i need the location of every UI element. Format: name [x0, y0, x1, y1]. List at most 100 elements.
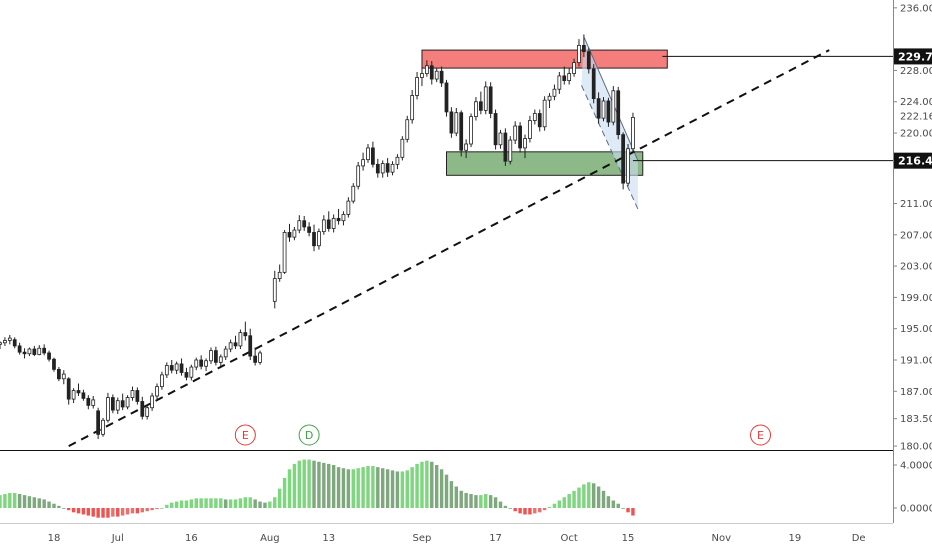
osc-bar-15 [71, 508, 76, 513]
candle-body [415, 77, 419, 96]
candle-21 [101, 417, 105, 437]
price-label-extra: 222.16 [900, 112, 932, 123]
candle-body [292, 229, 297, 238]
candle-67 [336, 208, 341, 225]
candle-body [498, 132, 503, 146]
candle-86 [429, 61, 434, 85]
candle-76 [380, 160, 385, 178]
osc-bar-26 [125, 508, 130, 515]
candle-body [312, 232, 316, 247]
osc-bar-33 [160, 508, 164, 509]
price-tick-label: 207.00 [900, 230, 932, 241]
candle-11 [52, 357, 56, 372]
candle-38 [184, 367, 189, 381]
candle-125 [621, 132, 626, 190]
event-marker-D[interactable]: D [298, 424, 320, 446]
candle-117 [582, 34, 586, 58]
candle-body [57, 368, 61, 380]
osc-bar-36 [174, 501, 179, 509]
osc-bar-118 [577, 487, 581, 509]
osc-bar-119 [582, 484, 586, 509]
price-tag-216.47[interactable]: 216.47 [894, 152, 932, 169]
resistance-zone[interactable] [421, 49, 668, 69]
candle-body [37, 347, 42, 355]
candle-body [101, 419, 105, 435]
candle-body [586, 51, 591, 70]
osc-bar-102 [498, 501, 503, 509]
osc-bar-32 [155, 508, 159, 510]
osc-bar-37 [179, 500, 184, 509]
support-zone[interactable] [446, 151, 644, 176]
candle-body [444, 82, 449, 113]
osc-bar-91 [444, 474, 449, 509]
osc-bar-39 [189, 499, 194, 509]
osc-bar-31 [150, 508, 154, 511]
candle-41 [199, 355, 204, 370]
osc-bar-70 [341, 468, 346, 509]
candle-body [577, 44, 581, 64]
candle-body [552, 88, 557, 97]
osc-bar-89 [434, 464, 439, 509]
candle-body [429, 65, 434, 80]
osc-bar-77 [376, 467, 380, 509]
candle-body [96, 410, 101, 435]
candle-body [483, 86, 488, 111]
candle-14 [66, 377, 71, 405]
osc-bar-96 [469, 494, 473, 509]
time-tick-label: 13 [322, 533, 335, 544]
dashed-trendline[interactable] [68, 49, 830, 447]
candle-body [439, 70, 444, 84]
candle-body [621, 134, 626, 184]
osc-bar-44 [214, 498, 218, 509]
candle-44 [214, 346, 218, 366]
candle-body [361, 159, 365, 167]
candle-body [130, 390, 135, 398]
candle-body [528, 120, 532, 139]
osc-bar-5 [22, 495, 27, 509]
osc-bar-111 [542, 508, 547, 511]
osc-bar-125 [611, 500, 616, 509]
time-tick-label: Nov [712, 533, 732, 544]
candle-47 [228, 339, 233, 353]
candle-body [243, 332, 248, 337]
osc-bar-74 [361, 467, 365, 509]
channel-upper-line [583, 36, 639, 161]
candle-body [297, 220, 302, 231]
time-tick-label: 16 [185, 533, 198, 544]
osc-bar-63 [307, 459, 311, 509]
osc-bar-104 [508, 508, 513, 509]
price-tick-label: 180.00 [900, 442, 932, 453]
osc-bar-86 [420, 461, 424, 509]
osc-bar-45 [219, 498, 223, 509]
candle-body [518, 125, 522, 149]
candle-45 [218, 354, 223, 367]
osc-bar-110 [538, 508, 542, 513]
candle-102 [508, 136, 513, 165]
candle-73 [366, 144, 370, 163]
candle-50 [243, 321, 248, 341]
osc-bar-17 [81, 508, 86, 515]
event-label: E [757, 429, 764, 442]
candle-body [179, 363, 184, 373]
candle-123 [611, 86, 616, 126]
candle-101 [503, 128, 508, 166]
candle-body [145, 407, 150, 417]
price-tag-box [894, 48, 932, 65]
candle-20 [96, 407, 101, 440]
candle-body [0, 342, 2, 345]
candle-body [135, 390, 140, 402]
time-tick-label: 15 [622, 533, 635, 544]
price-tag-229.79[interactable]: 229.79 [894, 48, 932, 65]
candle-body [125, 397, 130, 408]
candle-body [160, 374, 164, 388]
osc-bar-49 [238, 498, 243, 509]
osc-bar-87 [425, 460, 429, 509]
candle-118 [586, 47, 591, 74]
candle-91 [454, 108, 459, 137]
event-marker-E[interactable]: E [234, 424, 256, 446]
event-marker-E[interactable]: E [750, 424, 772, 446]
candle-71 [356, 162, 361, 190]
osc-bar-115 [562, 497, 566, 509]
osc-bar-80 [390, 470, 395, 509]
